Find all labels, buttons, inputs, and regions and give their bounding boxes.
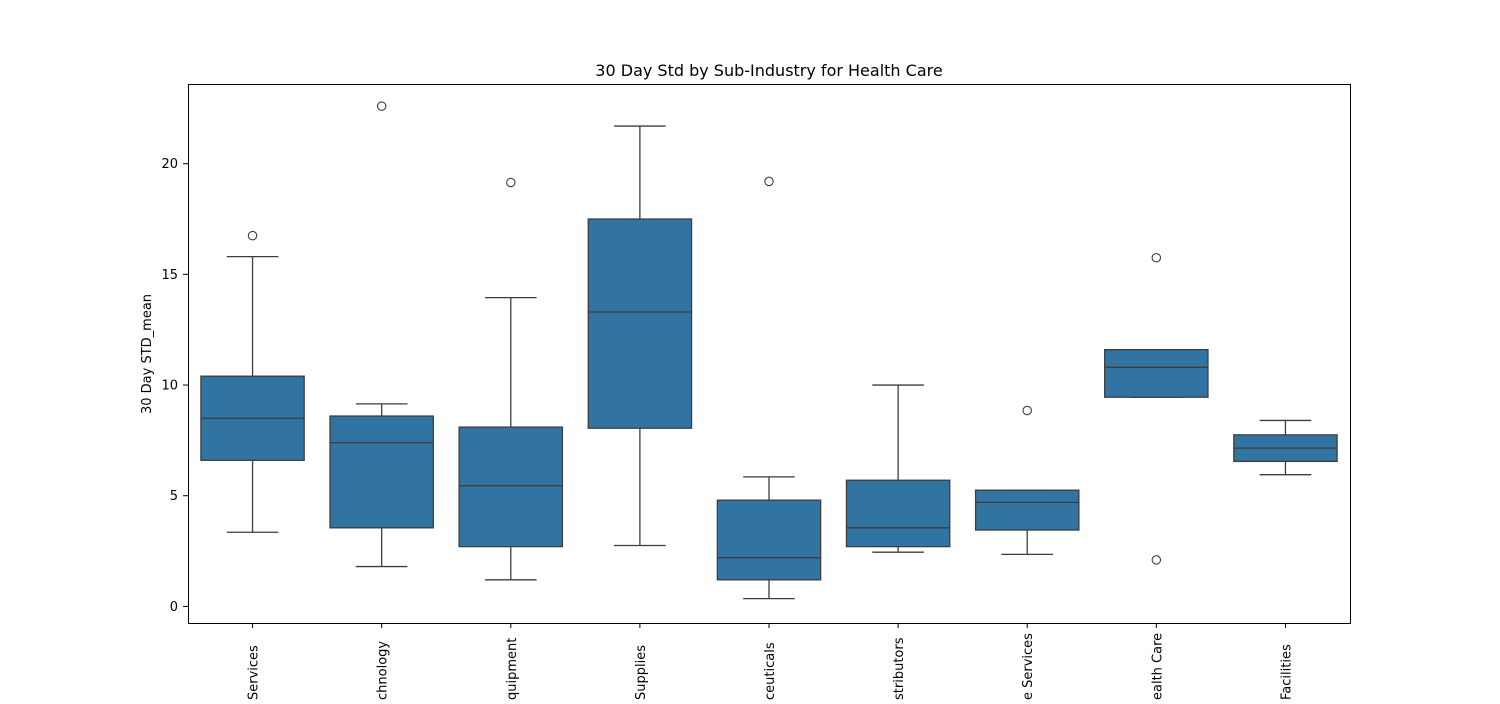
iqr-box	[329, 415, 434, 529]
x-axis: Services chnology quipment Supplies ceutical…	[247, 623, 1294, 700]
outlier-point	[1151, 555, 1162, 565]
x-tick-label: Facilities	[1279, 644, 1294, 700]
x-tick-label: Supplies	[634, 645, 649, 700]
x-tick-label: ceuticals	[763, 642, 778, 700]
iqr-box	[458, 426, 564, 548]
box-group	[974, 405, 1080, 556]
outlier-point	[764, 176, 774, 187]
box-group	[587, 125, 693, 547]
y-axis-label: 30 Day STD_mean	[140, 294, 155, 414]
x-tick-label: quipment	[505, 638, 520, 700]
x-tick-label: stributors	[892, 637, 907, 700]
box-group	[200, 230, 305, 533]
plot-frame	[188, 84, 1351, 624]
outlier-point	[247, 230, 258, 241]
x-tick-label: chnology	[376, 641, 391, 700]
y-tick-label: 5	[170, 489, 178, 504]
y-tick-label: 15	[161, 268, 178, 283]
y-tick-label: 20	[161, 157, 178, 172]
iqr-box	[974, 489, 1080, 531]
box-group	[1104, 253, 1209, 565]
iqr-box	[1104, 348, 1209, 398]
outlier-point	[376, 101, 387, 111]
iqr-box	[845, 479, 951, 548]
chart-title: 30 Day Std by Sub-Industry for Health Ca…	[595, 61, 942, 80]
x-tick-label: e Services	[1021, 633, 1036, 700]
iqr-box	[587, 218, 693, 429]
boxes-layer	[200, 101, 1338, 600]
y-tick-label: 10	[161, 379, 178, 394]
outlier-point	[1151, 253, 1162, 263]
outlier-point	[1022, 405, 1032, 416]
y-axis: 0 5 10 15 20	[161, 157, 188, 615]
box-group	[716, 176, 822, 600]
box-group	[845, 384, 951, 553]
x-tick-label: ealth Care	[1150, 633, 1165, 700]
box-group	[329, 101, 434, 568]
outlier-point	[506, 177, 516, 188]
box-group	[458, 177, 564, 581]
box-group	[1233, 419, 1338, 476]
y-tick-label: 0	[170, 600, 178, 615]
x-tick-label: Services	[247, 645, 262, 700]
iqr-box	[716, 499, 822, 581]
